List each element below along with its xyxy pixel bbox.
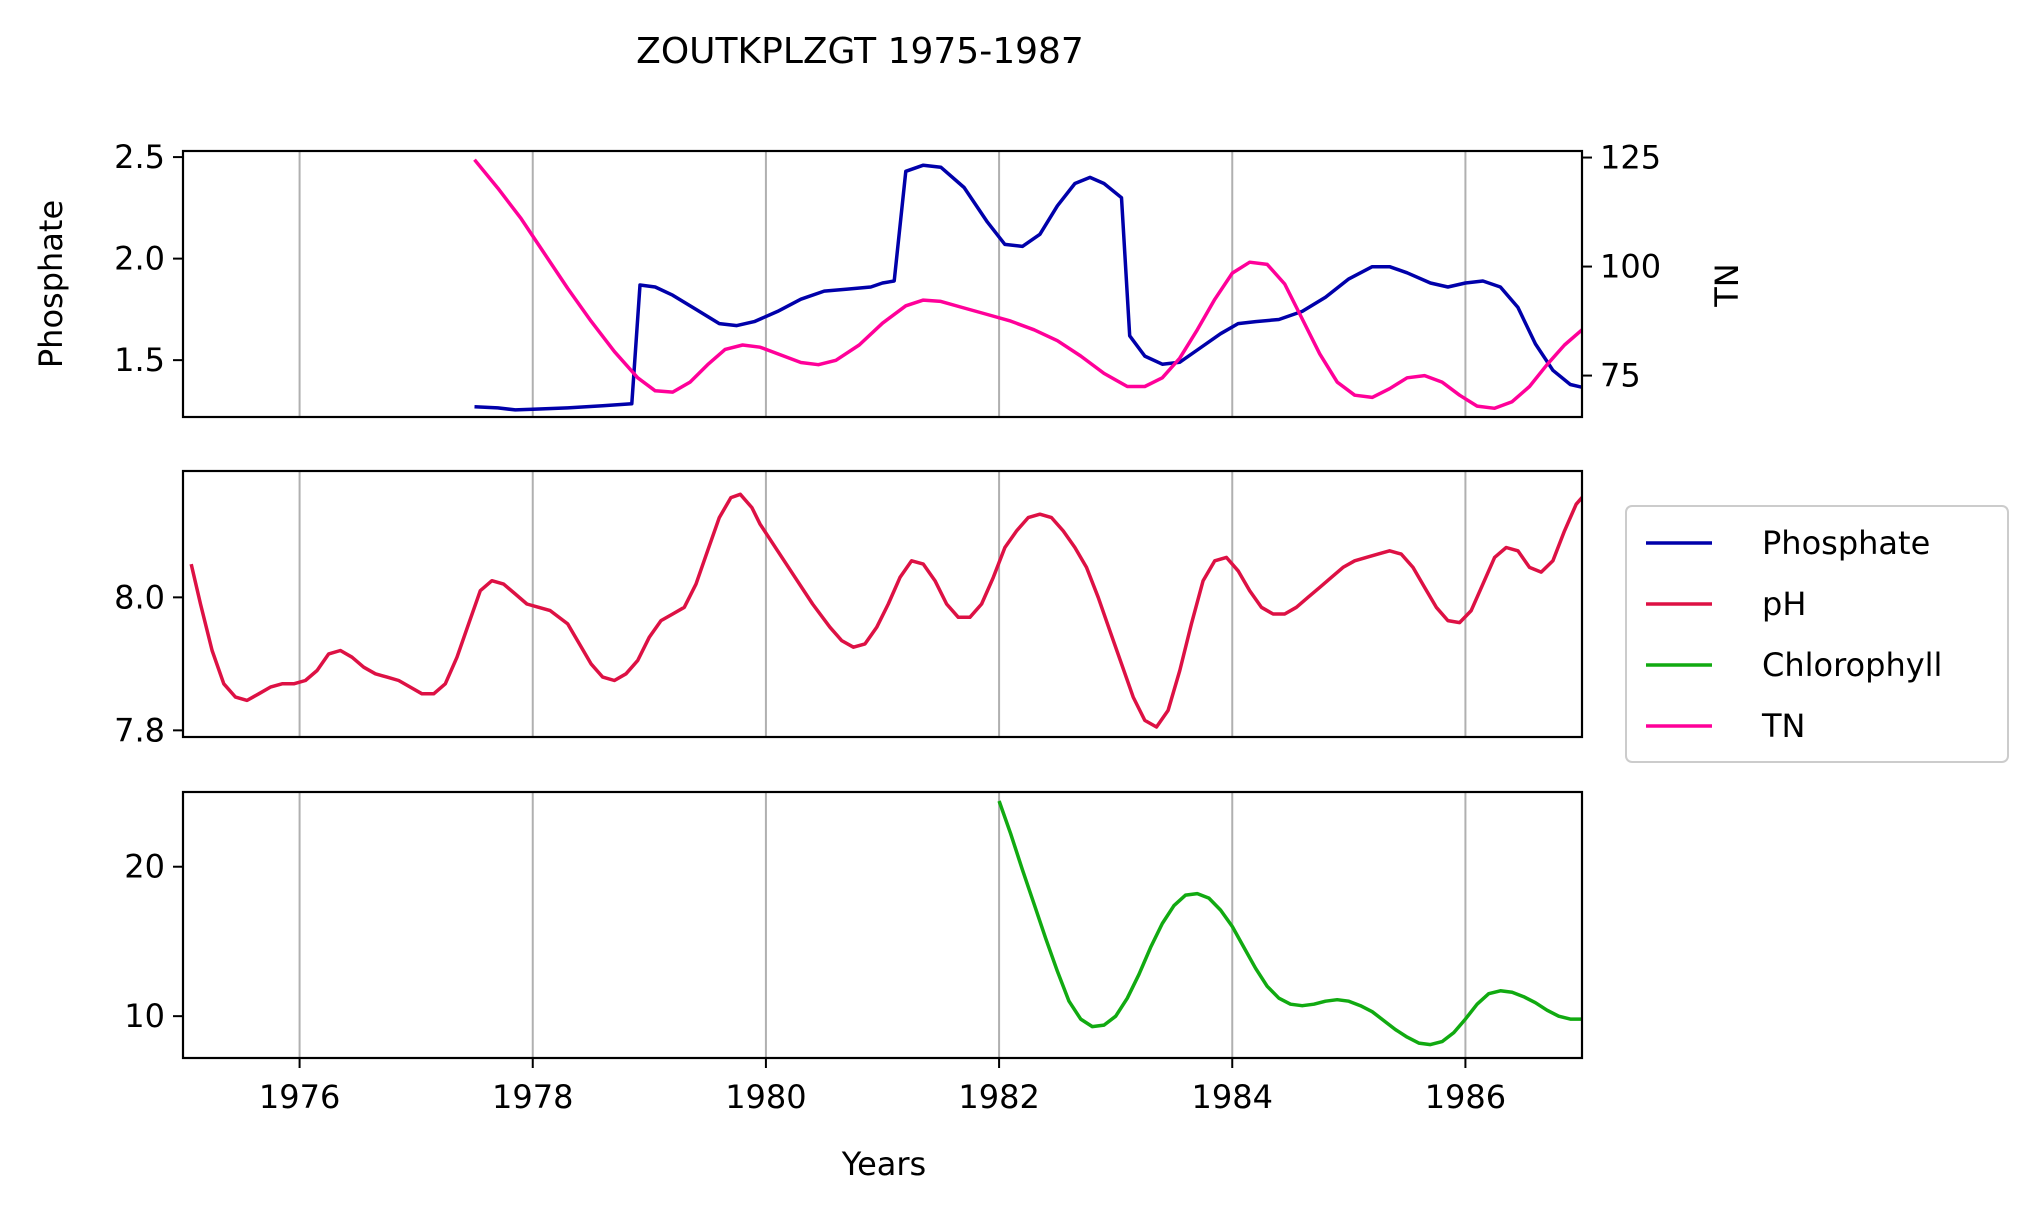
x-tick-label: 1978	[492, 1078, 573, 1116]
x-tick-label: 1984	[1192, 1078, 1273, 1116]
x-tick-label: 1976	[259, 1078, 340, 1116]
y-right-axis-label: TN	[1708, 263, 1746, 307]
panel-ph: 7.8 8.0	[114, 469, 1584, 749]
legend-label-tn: TN	[1761, 707, 1805, 745]
y-right-tick-label: 125	[1600, 139, 1661, 177]
legend-items: Phosphate pH Chlorophyll TN	[1646, 524, 1942, 745]
y-tick-label: 7.8	[114, 711, 165, 749]
series-line-tn	[473, 158, 1582, 411]
legend: Phosphate pH Chlorophyll TN	[1625, 505, 2009, 763]
x-axis-label: Years	[841, 1145, 926, 1183]
y-right-tick-label: 100	[1600, 248, 1661, 286]
series-line-ph	[189, 492, 1582, 729]
x-tick-label: 1982	[958, 1078, 1039, 1116]
legend-label-phosphate: Phosphate	[1762, 524, 1930, 562]
y-tick-label: 10	[124, 997, 165, 1035]
y-axis-label: Phosphate	[32, 200, 70, 368]
y-tick-label: 2.0	[114, 240, 165, 278]
legend-label-chlorophyll: Chlorophyll	[1762, 646, 1942, 684]
x-tick-label: 1980	[725, 1078, 806, 1116]
axes-frame	[181, 469, 1584, 739]
legend-frame	[1625, 505, 2009, 763]
series-line-chlorophyll	[997, 800, 1582, 1047]
panel-phosphate-tn: 1.5 2.0 2.5 75 100 125 Phosphate TN	[32, 138, 1746, 419]
legend-label-ph: pH	[1762, 585, 1806, 623]
axes-frame	[181, 149, 1584, 419]
figure-title: ZOUTKPLZGT 1975-1987	[636, 31, 1084, 72]
y-tick-label: 2.5	[114, 138, 165, 176]
series-line-phosphate	[474, 163, 1582, 412]
panel-chlorophyll: 10 20 1976 1978 1980 1982 1984 1986	[124, 790, 1584, 1116]
y-tick-label: 1.5	[114, 341, 165, 379]
y-right-tick-label: 75	[1600, 357, 1641, 395]
y-tick-label: 8.0	[114, 578, 165, 616]
axes-frame	[181, 790, 1584, 1060]
x-tick-label: 1986	[1425, 1078, 1506, 1116]
y-tick-label: 20	[124, 848, 165, 886]
